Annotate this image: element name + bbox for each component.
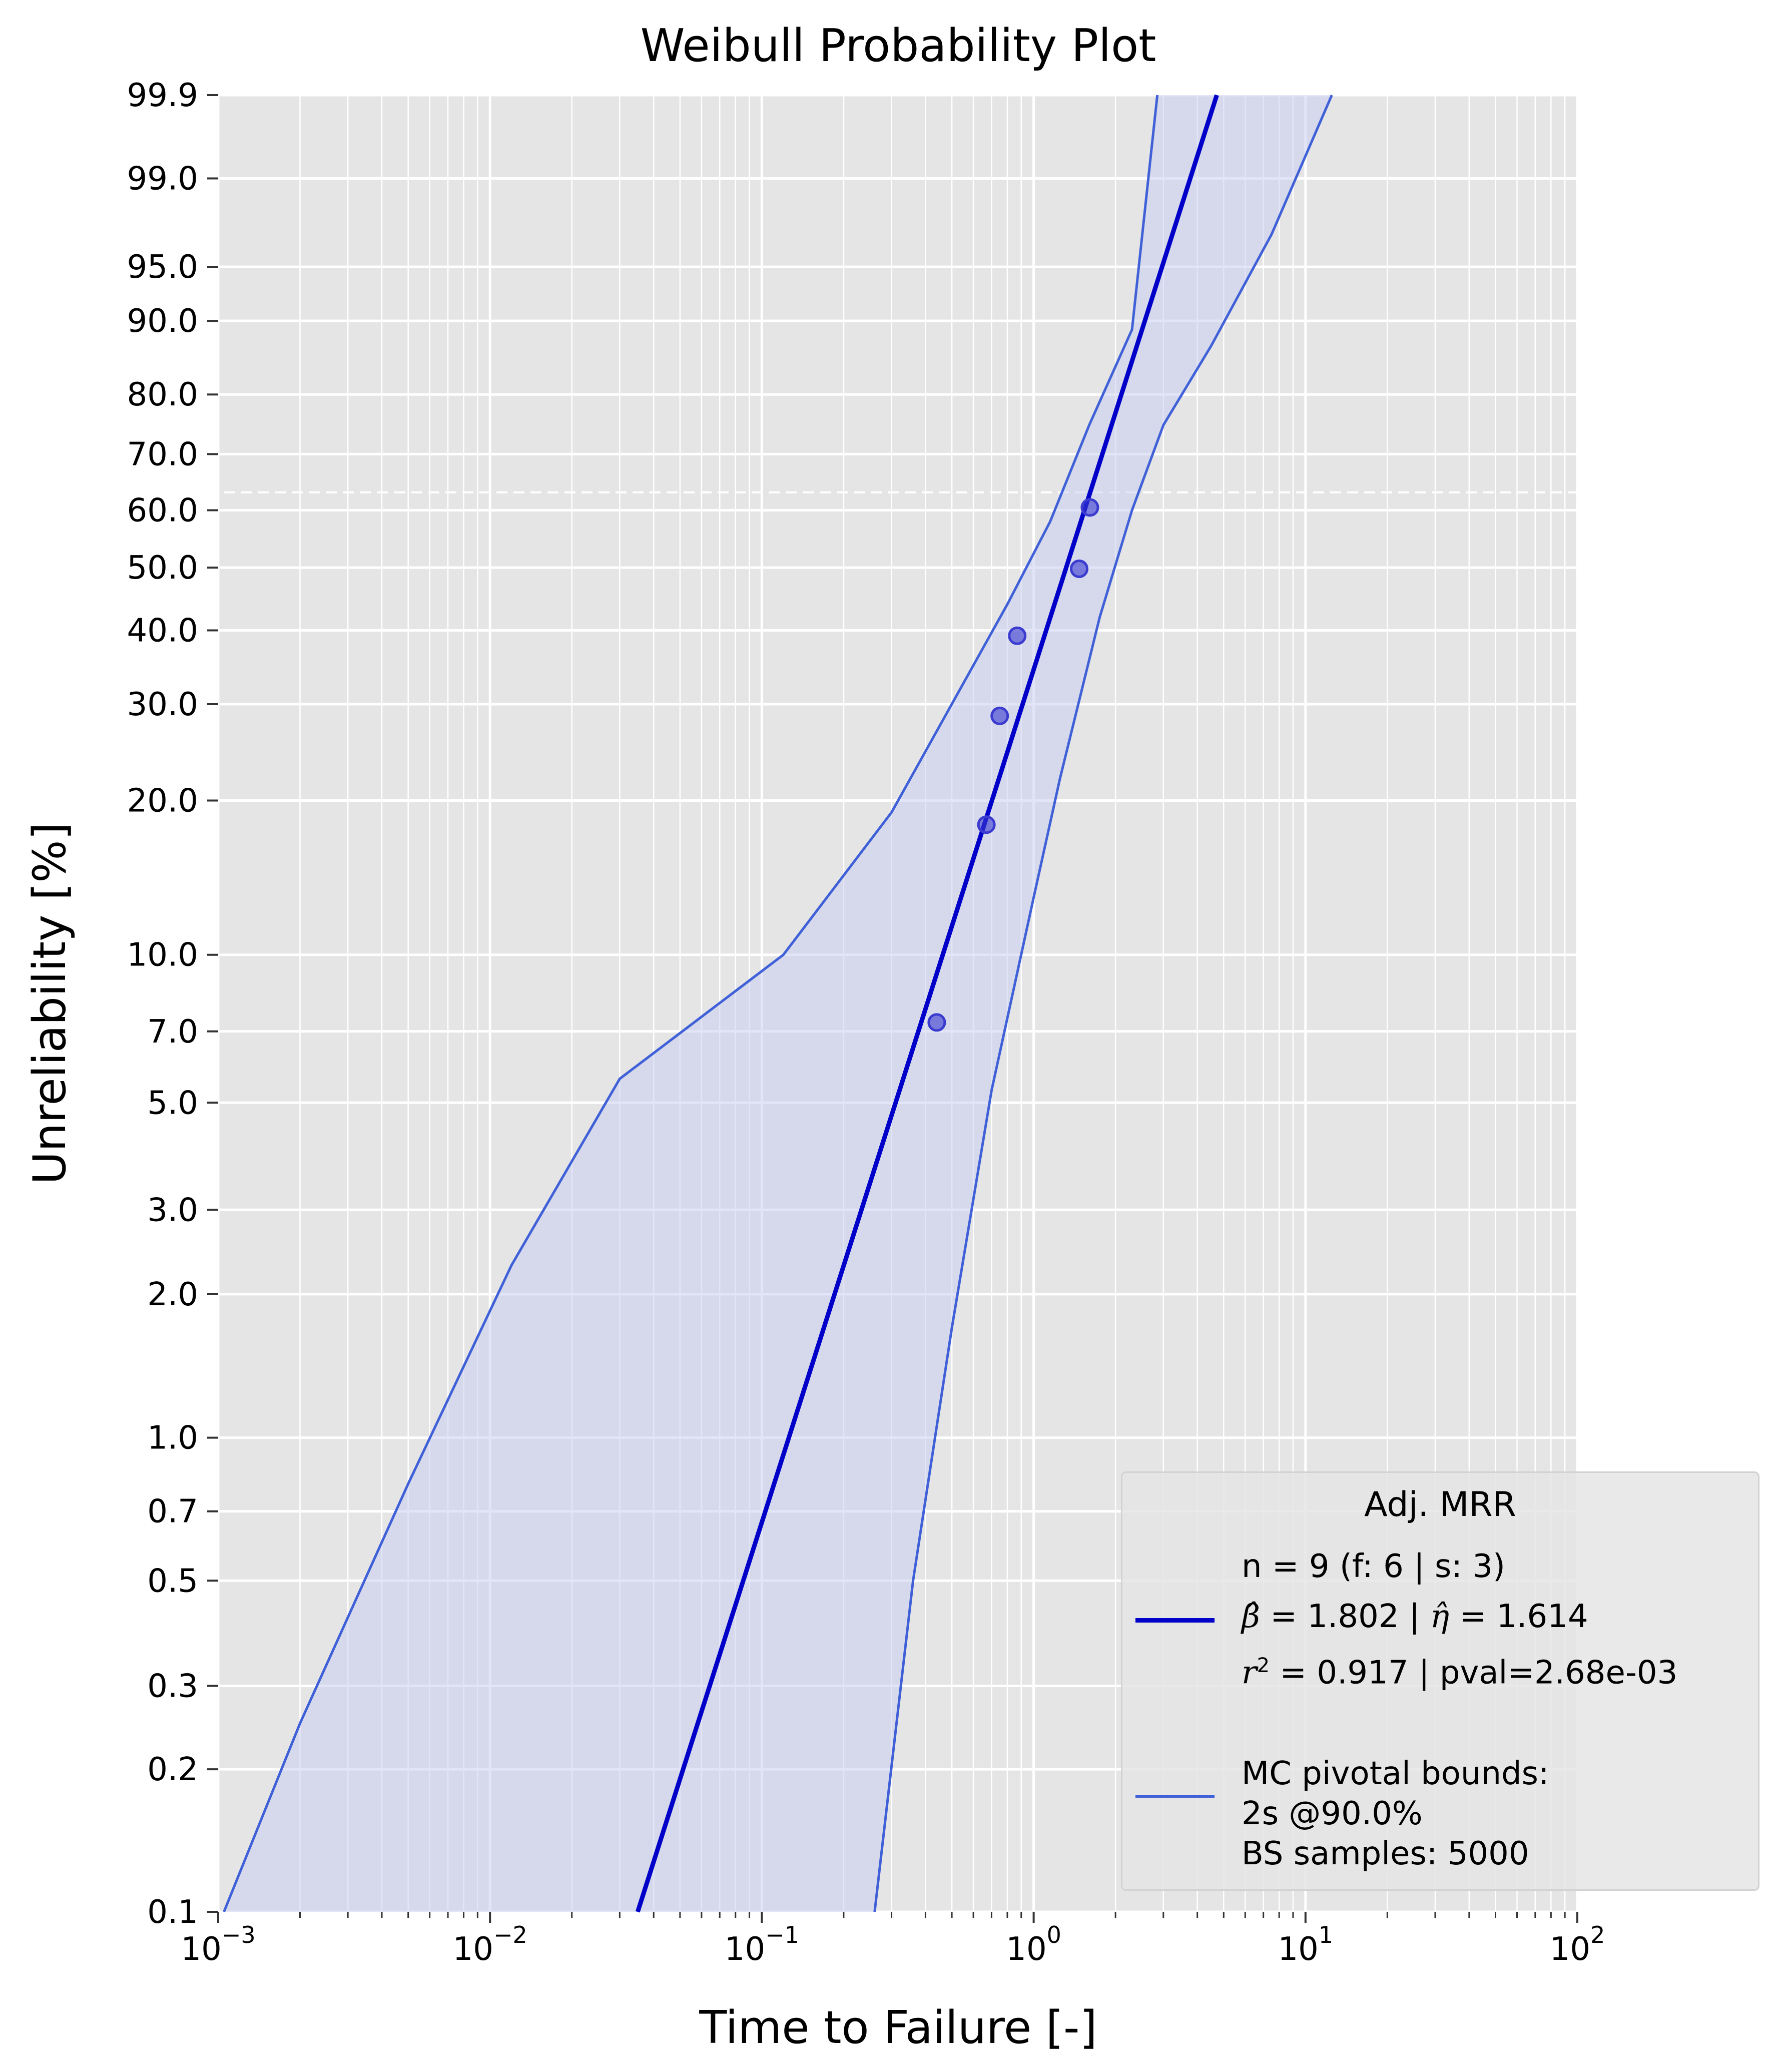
- data-point: [1080, 498, 1099, 517]
- y-axis-ticks: 0.1 0.2 0.3 0.5 0.7 1.0 2.0 3.0 5.0 7.0 10.0 20.0 30…: [127, 77, 218, 1931]
- legend-title: Adj. MRR: [1364, 1485, 1516, 1524]
- legend-fit-parameters: β̂ = 1.802 | η̂ = 1.614: [1242, 1598, 1588, 1635]
- legend-bounds-samples: BS samples: 5000: [1242, 1835, 1529, 1872]
- x-tick-label: 10−1: [725, 1921, 799, 1968]
- y-tick-label: 50.0: [127, 550, 199, 587]
- y-tick-label: 99.9: [127, 77, 199, 114]
- y-tick-label: 95.0: [127, 249, 199, 286]
- legend-bounds-swatch: [1135, 1795, 1215, 1798]
- y-tick-label: 90.0: [127, 303, 199, 340]
- x-axis-ticks: 10−3 10−2 10−1 100 101 102: [181, 1912, 1605, 1968]
- y-tick-label: 0.1: [147, 1894, 198, 1931]
- x-tick-label: 102: [1550, 1921, 1605, 1968]
- data-point: [1008, 626, 1027, 645]
- y-tick-label: 3.0: [147, 1192, 198, 1229]
- y-tick-label: 7.0: [147, 1013, 198, 1051]
- y-axis-label: Unreliability [%]: [24, 822, 76, 1185]
- data-point: [1069, 559, 1088, 578]
- legend-fit-swatch: [1135, 1618, 1215, 1623]
- fit-line: [635, 94, 1219, 1913]
- y-tick-label: 80.0: [127, 376, 199, 413]
- legend-eta-value: 1.614: [1496, 1598, 1588, 1635]
- x-tick-label: 100: [1006, 1921, 1061, 1968]
- legend-beta-value: 1.802: [1307, 1598, 1399, 1635]
- legend-bounds-level: 2s @90.0%: [1242, 1795, 1423, 1832]
- y-tick-label: 0.2: [147, 1751, 198, 1788]
- x-tick-label: 10−2: [453, 1921, 527, 1968]
- y-tick-label: 60.0: [127, 492, 199, 530]
- x-axis-label: Time to Failure [-]: [699, 2001, 1097, 2054]
- y-tick-label: 20.0: [127, 783, 199, 820]
- y-tick-label: 1.0: [147, 1420, 198, 1457]
- y-tick-label: 0.3: [147, 1668, 198, 1705]
- y-tick-label: 2.0: [147, 1276, 198, 1313]
- y-tick-label: 30.0: [127, 686, 199, 723]
- legend-r2-value: 0.917: [1317, 1654, 1409, 1692]
- legend-bounds-method: MC pivotal bounds:: [1242, 1755, 1549, 1792]
- y-tick-label: 5.0: [147, 1085, 198, 1122]
- x-tick-label: 10−3: [181, 1921, 255, 1968]
- confidence-band-fill: [224, 95, 1332, 1912]
- data-point: [990, 706, 1009, 725]
- data-point: [977, 815, 996, 834]
- data-point: [927, 1013, 946, 1032]
- y-tick-label: 99.0: [127, 160, 199, 197]
- y-tick-label: 10.0: [127, 937, 199, 974]
- x-tick-label: 101: [1278, 1921, 1333, 1968]
- chart-title: Weibull Probability Plot: [641, 20, 1156, 72]
- upper-bound-line: [223, 95, 1159, 1912]
- legend-fit-statistics: r2 = 0.917 | pval=2.68e-03: [1242, 1654, 1678, 1692]
- data-points: [927, 498, 1099, 1032]
- legend: Adj. MRR n = 9 (f: 6 | s: 3) β̂ = 1.802 …: [1121, 1471, 1759, 1891]
- y-tick-label: 0.7: [147, 1493, 198, 1530]
- y-tick-label: 0.5: [147, 1563, 198, 1600]
- y-tick-label: 40.0: [127, 612, 199, 649]
- y-tick-label: 70.0: [127, 436, 199, 473]
- lower-bound-line: [873, 95, 1333, 1912]
- legend-fit-sample-size: n = 9 (f: 6 | s: 3): [1242, 1548, 1505, 1585]
- legend-pval: pval=2.68e-03: [1439, 1654, 1678, 1692]
